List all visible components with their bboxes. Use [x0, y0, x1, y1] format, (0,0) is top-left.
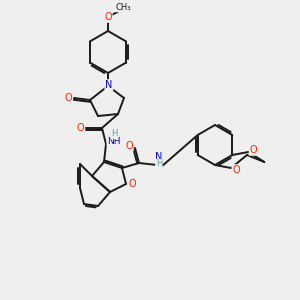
Text: O: O [76, 123, 84, 133]
Text: H: H [156, 160, 162, 169]
Text: O: O [250, 145, 257, 155]
Text: O: O [128, 179, 136, 189]
Text: N: N [155, 152, 163, 162]
Text: H: H [111, 130, 117, 139]
Text: O: O [232, 165, 240, 175]
Text: O: O [125, 141, 133, 151]
Text: O: O [64, 93, 72, 103]
Text: N: N [105, 80, 113, 90]
Text: CH₃: CH₃ [115, 2, 131, 11]
Text: O: O [104, 12, 112, 22]
Text: NH: NH [107, 136, 121, 146]
